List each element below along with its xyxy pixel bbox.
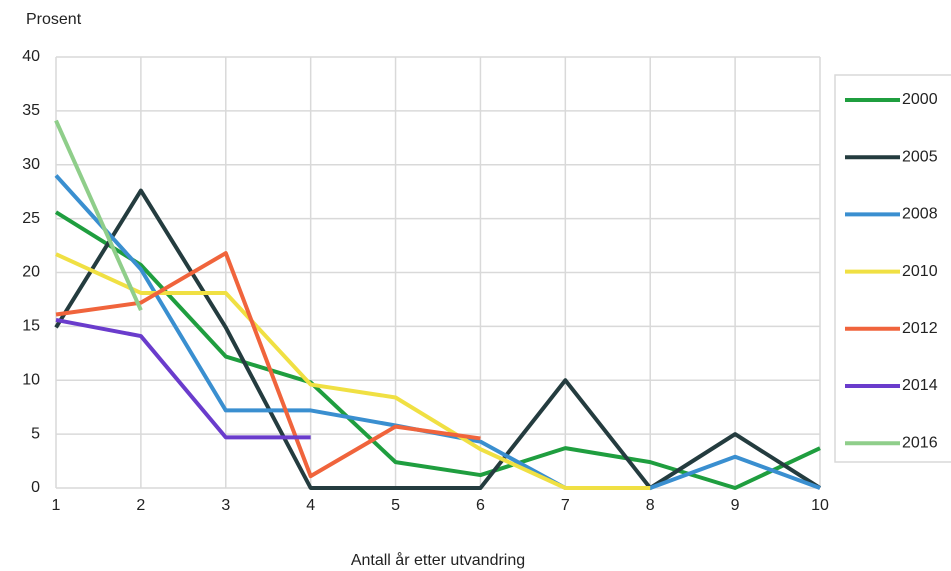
legend-box (834, 74, 951, 463)
x-tick-label: 6 (476, 497, 485, 514)
y-tick-label: 20 (22, 264, 40, 281)
x-tick-label: 4 (306, 497, 315, 514)
series-line (54, 119, 143, 312)
series-line (54, 210, 821, 490)
series-line (55, 317, 311, 440)
x-tick-label: 7 (561, 497, 570, 514)
y-tick-label: 30 (22, 156, 40, 173)
y-tick-label: 5 (31, 425, 40, 442)
y-tick-label: 35 (22, 102, 40, 119)
x-tick-label: 5 (391, 497, 400, 514)
y-axis-label: Prosent (26, 11, 82, 28)
legend-label: 2008 (902, 206, 938, 223)
x-tick-label: 2 (136, 497, 145, 514)
x-axis-label: Antall år etter utvandring (351, 551, 525, 569)
legend-label: 2000 (902, 91, 938, 108)
series-line (55, 251, 481, 479)
series-line (54, 174, 821, 490)
y-tick-label: 40 (22, 48, 40, 65)
legend-label: 2014 (902, 377, 938, 394)
x-tick-label: 9 (731, 497, 740, 514)
x-tick-label: 8 (646, 497, 655, 514)
x-tick-label: 10 (811, 497, 829, 514)
x-tick-label: 1 (52, 497, 61, 514)
legend-label: 2005 (902, 148, 938, 165)
y-tick-label: 15 (22, 318, 40, 335)
y-tick-label: 0 (31, 479, 40, 496)
legend-label: 2012 (902, 320, 938, 337)
series-line (54, 188, 822, 490)
legend-label: 2010 (902, 263, 938, 280)
x-tick-label: 3 (221, 497, 230, 514)
legend-label: 2016 (902, 434, 938, 451)
y-tick-label: 10 (22, 371, 40, 388)
y-tick-label: 25 (22, 210, 40, 227)
